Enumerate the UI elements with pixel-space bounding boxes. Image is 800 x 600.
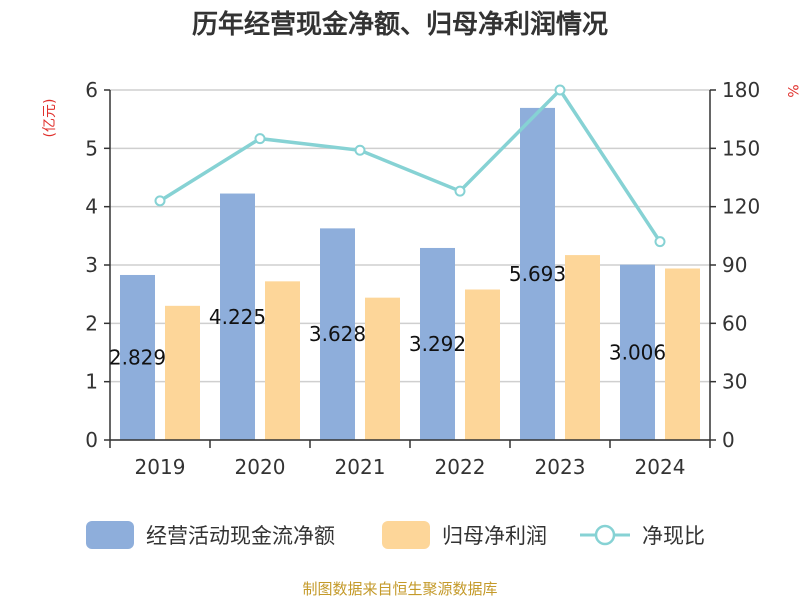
bar-value-label: 2.829 bbox=[109, 345, 166, 369]
bar-profit bbox=[565, 255, 600, 440]
bar-value-label: 3.628 bbox=[309, 322, 366, 346]
left-axis-unit: (亿元) bbox=[42, 99, 58, 138]
ratio-line bbox=[154, 84, 666, 248]
right-tick-label: 120 bbox=[722, 195, 760, 219]
bar-cashflow bbox=[320, 228, 355, 440]
bar-profit bbox=[165, 305, 200, 440]
ratio-point bbox=[254, 133, 266, 145]
bar-cashflow bbox=[220, 193, 255, 440]
left-tick-label: 0 bbox=[85, 428, 98, 452]
x-tick-label: 2024 bbox=[635, 455, 686, 479]
bar-profit bbox=[665, 268, 700, 440]
bar-cashflow bbox=[120, 274, 155, 440]
legend-label-ratio: 净现比 bbox=[642, 524, 705, 548]
legend-swatch-cashflow bbox=[86, 521, 134, 549]
right-tick-label: 180 bbox=[722, 78, 760, 102]
legend-label-profit: 归母净利润 bbox=[442, 524, 547, 548]
bar-value-label: 4.225 bbox=[209, 305, 266, 329]
x-tick-label: 2022 bbox=[435, 455, 486, 479]
chart-title: 历年经营现金净额、归母净利润情况 bbox=[192, 9, 608, 40]
bar-profit bbox=[365, 297, 400, 440]
right-axis-unit: % bbox=[784, 84, 800, 97]
bar-cashflow bbox=[520, 107, 555, 441]
bar-value-label: 3.006 bbox=[609, 340, 666, 364]
ratio-point bbox=[454, 185, 466, 197]
x-tick-label: 2020 bbox=[235, 455, 286, 479]
bar-profit bbox=[265, 281, 300, 440]
bar-labels: 2.829 4.225 3.628 3.292 5.693 3.006 bbox=[109, 262, 666, 370]
left-tick-label: 6 bbox=[85, 78, 98, 102]
bar-cashflow bbox=[420, 247, 455, 440]
left-tick-label: 1 bbox=[85, 370, 98, 394]
ratio-point bbox=[654, 236, 666, 248]
bar-cashflow bbox=[620, 264, 655, 440]
left-tick-label: 2 bbox=[85, 311, 98, 335]
ratio-point bbox=[354, 144, 366, 156]
data-source: 制图数据来自恒生聚源数据库 bbox=[302, 580, 497, 598]
bar-profit bbox=[465, 289, 500, 440]
x-tick-label: 2019 bbox=[135, 455, 186, 479]
ratio-point bbox=[154, 195, 166, 207]
legend-marker-ratio bbox=[594, 524, 616, 546]
ratio-point bbox=[554, 84, 566, 96]
left-tick-label: 3 bbox=[85, 253, 98, 277]
ratio-polyline bbox=[159, 87, 662, 243]
left-tick-label: 4 bbox=[85, 195, 98, 219]
legend-label-cashflow: 经营活动现金流净额 bbox=[146, 524, 335, 548]
legend: 经营活动现金流净额 归母净利润 净现比 bbox=[86, 521, 705, 549]
bar-value-label: 3.292 bbox=[409, 332, 466, 356]
x-tick-label: 2023 bbox=[535, 455, 586, 479]
right-tick-label: 0 bbox=[722, 428, 735, 452]
right-tick-label: 30 bbox=[722, 370, 747, 394]
grid-lines bbox=[110, 89, 710, 441]
legend-swatch-profit bbox=[382, 521, 430, 549]
x-tick-label: 2021 bbox=[335, 455, 386, 479]
right-tick-label: 150 bbox=[722, 136, 760, 160]
left-tick-label: 5 bbox=[85, 136, 98, 160]
bar-value-label: 5.693 bbox=[509, 262, 566, 286]
bars bbox=[120, 107, 700, 441]
right-tick-label: 90 bbox=[722, 253, 747, 277]
right-tick-label: 60 bbox=[722, 311, 747, 335]
